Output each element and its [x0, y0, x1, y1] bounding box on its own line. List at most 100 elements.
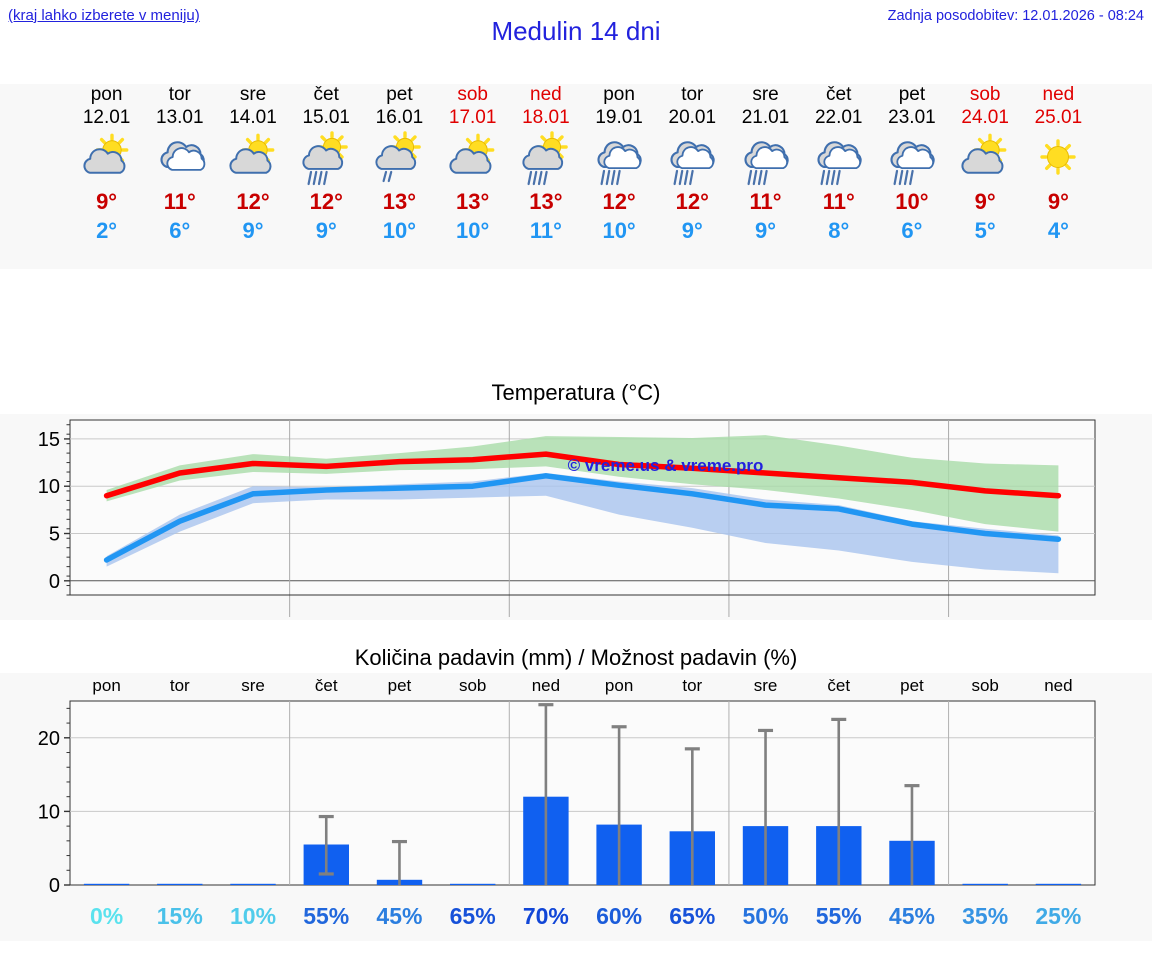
min-temperature: 5°: [974, 218, 996, 243]
page-header: (kraj lahko izberete v meniju) Medulin 1…: [0, 0, 1152, 58]
precip-day-label: sre: [753, 676, 778, 695]
day-column-10: čet 22.01 11° 8°: [802, 84, 875, 245]
day-column-8: tor 20.01 12° 9°: [656, 84, 729, 245]
day-column-11: pet 23.01 10° 6°: [875, 84, 948, 245]
day-date: 25.01: [1034, 107, 1083, 128]
precip-probability-label: 25%: [1035, 903, 1082, 929]
precip-probability-label: 65%: [669, 903, 716, 929]
menu-hint-link[interactable]: (kraj lahko izberete v meniju): [8, 7, 200, 24]
precip-day-label: ned: [1044, 676, 1073, 695]
precip-probability-label: 70%: [522, 903, 569, 929]
temperature-chart: Temperatura (°C) 0 5 10 15 © vreme.us & vrem…: [0, 380, 1152, 620]
min-temperature: 10°: [602, 218, 636, 243]
min-temperature: 10°: [382, 218, 417, 243]
cloud-sun-rain-icon: [509, 129, 582, 187]
precip-probability-label: 35%: [962, 903, 1009, 929]
max-temperature: 12°: [602, 189, 636, 214]
day-date: 19.01: [595, 107, 643, 128]
precip-day-label: tor: [169, 676, 190, 695]
precip-probability-label: 45%: [376, 903, 423, 929]
day-column-13: ned 25.01 9° 4°: [1022, 84, 1095, 245]
cloud-sun-icon: [949, 129, 1022, 187]
min-temperature: 9°: [754, 218, 777, 243]
max-temperature: 12°: [675, 189, 709, 214]
temperature-line-1: [103, 473, 1062, 563]
max-temperature: 12°: [309, 189, 343, 214]
precip-bar-1: [157, 883, 203, 885]
precip-bar-12: [962, 883, 1008, 885]
precip-bar-0: [83, 883, 130, 885]
precip-probability-label: 60%: [596, 903, 643, 929]
precip-day-label: ned: [531, 676, 561, 695]
svg-text:15: 15: [38, 429, 60, 451]
min-temperature: 2°: [96, 218, 118, 243]
min-temperature: 9°: [315, 218, 337, 243]
day-column-7: pon 19.01 12° 10°: [583, 84, 656, 245]
precip-day-label: tor: [682, 676, 703, 695]
svg-text:20: 20: [38, 728, 60, 750]
precip-bar-2: [230, 883, 276, 885]
day-name: tor: [681, 84, 704, 105]
min-temperature: 4°: [1047, 218, 1069, 243]
precip-day-label: sre: [241, 676, 265, 695]
svg-text:0: 0: [49, 875, 60, 897]
day-date: 22.01: [814, 107, 863, 128]
max-temperature: 9°: [974, 189, 996, 214]
precip-day-label: pon: [604, 676, 634, 695]
day-name: ned: [1042, 84, 1075, 105]
cloud-rain-icon: [729, 129, 802, 187]
daily-forecast-strip: pon 12.01 9° 2° tor 13.01 11° 6° sre 14.01 12° 9…: [0, 84, 1152, 269]
day-date: 20.01: [668, 107, 717, 128]
page-title: Medulin 14 dni: [491, 16, 661, 46]
precip-day-label: čet: [314, 676, 338, 695]
precip-probability-label: 50%: [742, 903, 789, 929]
precip-probability-label: 55%: [815, 903, 862, 929]
precip-probability-label: 10%: [229, 903, 277, 929]
day-date: 12.01: [82, 107, 131, 128]
day-date: 24.01: [961, 107, 1009, 128]
cloud-sun-icon: [436, 129, 509, 187]
min-temperature: 11°: [529, 218, 562, 243]
precip-day-label: sob: [971, 676, 999, 695]
day-name: sob: [457, 84, 488, 105]
last-updated-label: Zadnja posodobitev: 12.01.2026 - 08:24: [887, 8, 1144, 24]
svg-text:0: 0: [49, 571, 60, 593]
day-name: čet: [313, 84, 339, 105]
max-temperature: 9°: [96, 189, 118, 214]
precip-bar-13: [1035, 883, 1082, 885]
min-temperature: 8°: [828, 218, 850, 243]
temperature-band-1: [106, 473, 1059, 574]
precip-errorbar-3: [318, 814, 334, 876]
day-date: 15.01: [302, 107, 350, 128]
day-name: sre: [752, 84, 779, 105]
precip-errorbar-7: [611, 725, 627, 885]
svg-text:10: 10: [38, 476, 60, 498]
sun-icon: [1022, 129, 1095, 187]
day-name: sob: [969, 84, 1001, 105]
precip-errorbar-10: [831, 717, 847, 885]
precip-errorbar-6: [538, 703, 554, 885]
day-column-1: tor 13.01 11° 6°: [143, 84, 216, 245]
svg-text:10: 10: [38, 801, 60, 823]
day-name: ned: [530, 84, 562, 105]
cloud-rain-icon: [656, 129, 729, 187]
day-column-4: pet 16.01 13° 10°: [363, 84, 436, 245]
precip-day-label: čet: [827, 676, 851, 695]
min-temperature: 10°: [456, 218, 490, 243]
day-column-3: čet 15.01 12° 9°: [290, 84, 363, 245]
cloud-rain-icon: [583, 129, 656, 187]
precip-errorbar-9: [758, 728, 774, 885]
day-column-2: sre 14.01 12° 9°: [216, 84, 289, 245]
day-date: 17.01: [448, 107, 497, 128]
min-temperature: 6°: [901, 218, 923, 243]
precipitation-plot: 0 10 20: [38, 700, 1096, 897]
max-temperature: 12°: [236, 189, 270, 214]
min-temperature: 9°: [242, 218, 264, 243]
min-temperature: 6°: [169, 218, 191, 243]
max-temperature: 9°: [1047, 189, 1069, 214]
day-column-0: pon 12.01 9° 2°: [70, 84, 143, 245]
precipitation-chart: Količina padavin (mm) / Možnost padavin …: [0, 645, 1152, 975]
precip-bar-5: [450, 883, 496, 885]
day-column-6: ned 18.01 13° 11°: [509, 84, 582, 245]
precip-probability-label: 45%: [888, 903, 935, 929]
